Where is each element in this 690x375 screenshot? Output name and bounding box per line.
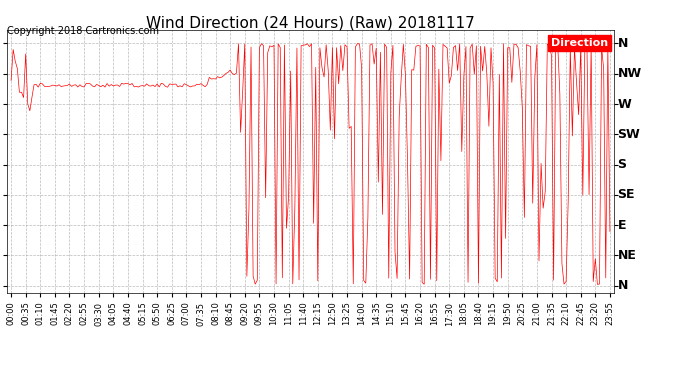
Text: E: E: [618, 219, 626, 232]
Text: Wind Direction (24 Hours) (Raw) 20181117: Wind Direction (24 Hours) (Raw) 20181117: [146, 15, 475, 30]
Text: S: S: [618, 158, 627, 171]
Text: N: N: [618, 37, 628, 50]
Text: W: W: [618, 98, 631, 111]
Text: SW: SW: [618, 128, 640, 141]
Text: Direction: Direction: [551, 38, 608, 48]
Text: NE: NE: [618, 249, 636, 262]
Text: N: N: [618, 279, 628, 292]
Text: NW: NW: [618, 67, 642, 80]
Text: SE: SE: [618, 188, 635, 201]
Text: Copyright 2018 Cartronics.com: Copyright 2018 Cartronics.com: [7, 26, 159, 36]
